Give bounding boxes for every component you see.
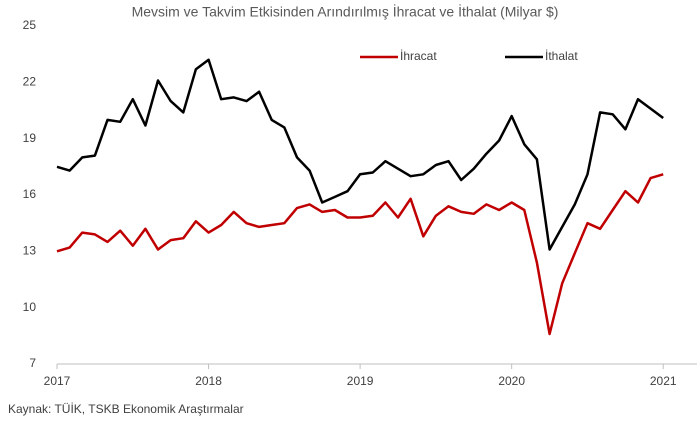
x-tick-label: 2020 (498, 374, 525, 388)
source-note: Kaynak: TÜİK, TSKB Ekonomik Araştırmalar (8, 402, 244, 416)
x-tick-label: 2017 (44, 374, 71, 388)
y-tick-label: 10 (23, 300, 37, 314)
y-tick-label: 19 (23, 131, 37, 145)
y-tick-label: 25 (23, 18, 37, 32)
chart-title: Mevsim ve Takvim Etkisinden Arındırılmış… (132, 3, 559, 20)
series-line (56, 58, 664, 251)
legend-label: İhracat (400, 49, 437, 63)
y-tick-label: 22 (23, 75, 37, 89)
legend-label: İthalat (545, 49, 578, 63)
x-tick-label: 2021 (650, 374, 677, 388)
series-line (56, 173, 664, 336)
x-tick-label: 2019 (347, 374, 374, 388)
y-tick-label: 7 (29, 356, 36, 370)
x-tick-label: 2018 (195, 374, 222, 388)
y-tick-label: 13 (23, 244, 37, 258)
y-tick-label: 16 (23, 187, 37, 201)
